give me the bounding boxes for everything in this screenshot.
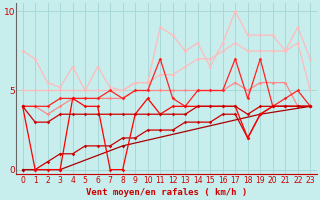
X-axis label: Vent moyen/en rafales ( km/h ): Vent moyen/en rafales ( km/h ): [86, 188, 247, 197]
